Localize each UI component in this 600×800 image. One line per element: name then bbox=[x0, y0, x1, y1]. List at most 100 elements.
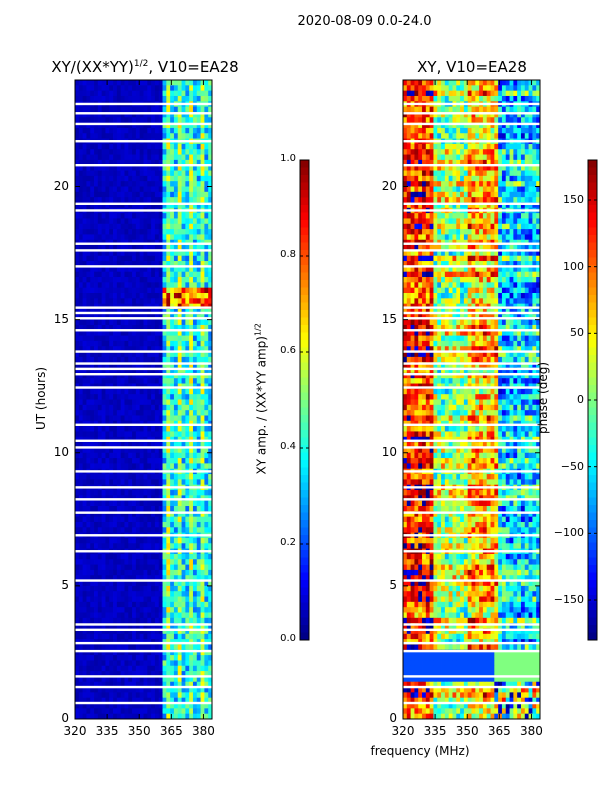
heatmap-cell bbox=[82, 106, 87, 113]
heatmap-cell bbox=[82, 213, 87, 219]
heatmap-cell bbox=[135, 511, 141, 518]
heatmap-cell bbox=[94, 293, 99, 299]
heatmap-cell bbox=[208, 692, 213, 699]
heatmap-cell bbox=[192, 399, 198, 406]
heatmap-cell bbox=[181, 143, 186, 150]
heatmap-cell bbox=[486, 111, 491, 118]
heatmap-cell bbox=[116, 463, 122, 470]
heatmap-cell bbox=[200, 159, 205, 166]
heatmap-cell bbox=[200, 367, 205, 374]
heatmap-cell bbox=[109, 197, 114, 203]
heatmap-cell bbox=[78, 213, 84, 219]
heatmap-cell bbox=[143, 655, 148, 661]
heatmap-cell bbox=[109, 80, 114, 86]
heatmap-cell bbox=[166, 367, 171, 374]
heatmap-cell bbox=[109, 229, 114, 235]
heatmap-cell bbox=[162, 660, 167, 667]
heatmap-cell bbox=[128, 527, 133, 534]
heatmap-cell bbox=[204, 628, 209, 635]
heatmap-cell bbox=[132, 612, 137, 619]
heatmap-cell bbox=[425, 122, 431, 129]
heatmap-cell bbox=[170, 95, 175, 102]
heatmap-cell bbox=[143, 133, 148, 139]
heatmap-cell bbox=[177, 271, 182, 278]
heatmap-cell bbox=[116, 569, 122, 576]
heatmap-cell bbox=[151, 298, 156, 305]
heatmap-cell bbox=[181, 133, 186, 139]
heatmap-cell bbox=[456, 154, 461, 161]
heatmap-cell bbox=[158, 628, 163, 635]
heatmap-cell bbox=[75, 330, 80, 336]
heatmap-cell bbox=[204, 340, 209, 347]
heatmap-cell bbox=[120, 463, 125, 470]
heatmap-cell bbox=[460, 117, 465, 124]
heatmap-cell bbox=[105, 463, 110, 470]
heatmap-cell bbox=[181, 394, 186, 400]
heatmap-cell bbox=[154, 564, 160, 571]
missing-data-row bbox=[75, 350, 212, 353]
heatmap-cell bbox=[97, 394, 103, 400]
colorbar-segment bbox=[300, 160, 309, 168]
heatmap-cell bbox=[181, 191, 186, 198]
heatmap-cell bbox=[132, 415, 137, 422]
heatmap-cell bbox=[82, 223, 87, 230]
colorbar-segment bbox=[300, 625, 309, 633]
heatmap-cell bbox=[185, 458, 190, 464]
heatmap-cell bbox=[120, 191, 125, 198]
heatmap-cell bbox=[177, 335, 182, 342]
heatmap-cell bbox=[143, 426, 148, 432]
heatmap-cell bbox=[90, 181, 95, 187]
heatmap-cell bbox=[532, 143, 537, 150]
heatmap-cell bbox=[113, 271, 118, 278]
heatmap-cell bbox=[132, 708, 137, 715]
heatmap-cell bbox=[75, 415, 80, 422]
heatmap-cell bbox=[101, 452, 106, 459]
heatmap-cell bbox=[113, 655, 118, 661]
heatmap-cell bbox=[154, 681, 160, 688]
heatmap-cell bbox=[181, 527, 186, 534]
heatmap-cell bbox=[204, 404, 209, 411]
heatmap-cell bbox=[128, 324, 133, 331]
heatmap-cell bbox=[463, 149, 469, 155]
heatmap-cell bbox=[124, 399, 129, 406]
heatmap-cell bbox=[86, 170, 91, 177]
heatmap-cell bbox=[132, 351, 137, 358]
heatmap-cell bbox=[154, 703, 160, 709]
heatmap-cell bbox=[505, 111, 510, 118]
heatmap-cell bbox=[82, 218, 87, 225]
heatmap-cell bbox=[82, 601, 87, 608]
heatmap-cell bbox=[135, 293, 141, 299]
heatmap-cell bbox=[105, 415, 110, 422]
heatmap-cell bbox=[173, 143, 179, 150]
heatmap-cell bbox=[204, 261, 209, 267]
heatmap-cell bbox=[403, 106, 408, 113]
heatmap-cell bbox=[196, 271, 201, 278]
heatmap-cell bbox=[433, 111, 438, 118]
heatmap-cell bbox=[105, 330, 110, 336]
heatmap-cell bbox=[143, 681, 148, 688]
heatmap-cell bbox=[94, 356, 99, 363]
heatmap-cell bbox=[135, 154, 141, 161]
heatmap-cell bbox=[166, 266, 171, 273]
heatmap-cell bbox=[429, 80, 434, 86]
heatmap-cell bbox=[166, 340, 171, 347]
heatmap-cell bbox=[177, 80, 182, 86]
heatmap-cell bbox=[135, 452, 141, 459]
heatmap-cell bbox=[120, 181, 125, 187]
heatmap-cell bbox=[208, 655, 213, 661]
heatmap-cell bbox=[200, 388, 205, 395]
heatmap-cell bbox=[86, 591, 91, 597]
heatmap-cell bbox=[97, 149, 103, 155]
heatmap-cell bbox=[208, 703, 213, 709]
heatmap-cell bbox=[75, 335, 80, 342]
heatmap-cell bbox=[520, 122, 526, 129]
heatmap-cell bbox=[166, 543, 171, 550]
heatmap-cell bbox=[177, 229, 182, 235]
heatmap-cell bbox=[410, 133, 415, 139]
heatmap-cell bbox=[151, 404, 156, 411]
heatmap-cell bbox=[86, 607, 91, 613]
heatmap-cell bbox=[147, 399, 152, 406]
heatmap-cell bbox=[204, 165, 209, 171]
heatmap-cell bbox=[90, 591, 95, 597]
heatmap-cell bbox=[528, 143, 533, 150]
